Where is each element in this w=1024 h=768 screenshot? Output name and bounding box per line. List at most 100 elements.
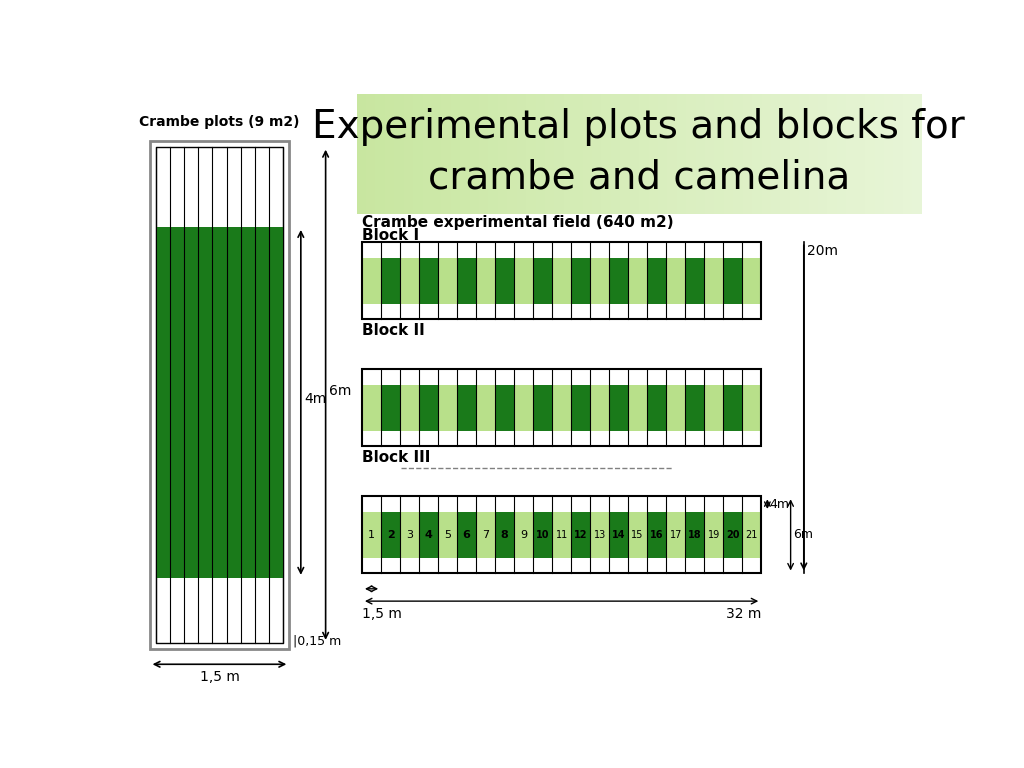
Bar bbox=[837, 94, 847, 214]
Text: Experimental plots and blocks for
crambe and camelina: Experimental plots and blocks for crambe… bbox=[312, 108, 965, 196]
Bar bbox=[150, 141, 289, 649]
Bar bbox=[931, 94, 942, 214]
Text: 20m: 20m bbox=[807, 244, 838, 258]
Bar bbox=[432, 94, 442, 214]
Bar bbox=[903, 94, 913, 214]
Bar bbox=[534, 511, 552, 558]
Bar bbox=[809, 94, 819, 214]
Bar bbox=[715, 94, 725, 214]
Bar bbox=[526, 94, 537, 214]
Bar bbox=[950, 94, 961, 214]
Bar bbox=[536, 94, 546, 214]
Bar bbox=[648, 94, 658, 214]
Bar bbox=[724, 94, 734, 214]
Bar bbox=[609, 385, 628, 431]
Text: Block III: Block III bbox=[362, 450, 430, 465]
Bar bbox=[865, 94, 876, 214]
Bar bbox=[362, 385, 761, 431]
Bar bbox=[1007, 94, 1017, 214]
Bar bbox=[394, 94, 404, 214]
Text: 14: 14 bbox=[612, 530, 626, 540]
Bar bbox=[413, 94, 423, 214]
Bar bbox=[488, 94, 499, 214]
Bar bbox=[554, 94, 564, 214]
Bar bbox=[686, 94, 696, 214]
Bar bbox=[733, 94, 743, 214]
Bar bbox=[884, 94, 894, 214]
Bar bbox=[959, 94, 970, 214]
Text: 32 m: 32 m bbox=[726, 607, 761, 621]
Bar bbox=[366, 94, 376, 214]
Bar bbox=[495, 385, 514, 431]
Text: 20: 20 bbox=[726, 530, 739, 540]
Bar bbox=[156, 227, 283, 578]
Bar bbox=[658, 94, 668, 214]
Bar bbox=[495, 258, 514, 304]
Text: 1: 1 bbox=[368, 530, 375, 540]
Text: Block I: Block I bbox=[362, 227, 419, 243]
Bar bbox=[534, 385, 552, 431]
Bar bbox=[685, 385, 705, 431]
Bar bbox=[362, 369, 761, 446]
Bar bbox=[677, 94, 687, 214]
Bar bbox=[611, 94, 621, 214]
Bar bbox=[978, 94, 989, 214]
Text: 1,5 m: 1,5 m bbox=[200, 670, 240, 684]
Bar bbox=[1016, 94, 1024, 214]
Bar bbox=[940, 94, 951, 214]
Bar bbox=[403, 94, 414, 214]
Bar bbox=[912, 94, 923, 214]
Bar bbox=[609, 511, 628, 558]
Bar bbox=[647, 511, 667, 558]
Bar bbox=[695, 94, 706, 214]
Text: 12: 12 bbox=[573, 530, 588, 540]
Bar bbox=[571, 258, 590, 304]
Bar bbox=[451, 94, 461, 214]
Text: 6m: 6m bbox=[793, 528, 813, 541]
Bar bbox=[668, 94, 678, 214]
Bar bbox=[987, 94, 998, 214]
Text: 6m: 6m bbox=[329, 384, 351, 398]
Bar bbox=[362, 369, 761, 446]
Bar bbox=[723, 385, 742, 431]
Bar bbox=[571, 511, 590, 558]
Bar bbox=[647, 385, 667, 431]
Text: 16: 16 bbox=[650, 530, 664, 540]
Bar bbox=[362, 496, 761, 574]
Bar bbox=[827, 94, 838, 214]
Bar bbox=[507, 94, 517, 214]
Bar bbox=[706, 94, 715, 214]
Bar bbox=[601, 94, 611, 214]
Text: 4m: 4m bbox=[770, 498, 790, 511]
Bar bbox=[419, 385, 438, 431]
Bar bbox=[460, 94, 470, 214]
Bar bbox=[545, 94, 555, 214]
Text: 7: 7 bbox=[482, 530, 489, 540]
Bar bbox=[609, 258, 628, 304]
Bar bbox=[630, 94, 640, 214]
Text: 6: 6 bbox=[463, 530, 470, 540]
Bar bbox=[771, 94, 781, 214]
Bar bbox=[457, 511, 476, 558]
Bar bbox=[457, 385, 476, 431]
Bar bbox=[362, 243, 761, 319]
Text: 3: 3 bbox=[407, 530, 413, 540]
Bar bbox=[362, 496, 761, 574]
Bar bbox=[969, 94, 980, 214]
Bar bbox=[621, 94, 631, 214]
Bar bbox=[723, 511, 742, 558]
Bar bbox=[780, 94, 791, 214]
Bar bbox=[742, 94, 753, 214]
Bar bbox=[356, 94, 367, 214]
Bar bbox=[583, 94, 593, 214]
Text: 2: 2 bbox=[387, 530, 394, 540]
Bar bbox=[799, 94, 809, 214]
Bar bbox=[592, 94, 602, 214]
Bar bbox=[441, 94, 452, 214]
Bar bbox=[362, 511, 761, 558]
Text: |0,15 m: |0,15 m bbox=[293, 634, 341, 647]
Bar bbox=[685, 511, 705, 558]
Bar bbox=[874, 94, 885, 214]
Text: Block II: Block II bbox=[362, 323, 425, 338]
Bar bbox=[376, 94, 386, 214]
